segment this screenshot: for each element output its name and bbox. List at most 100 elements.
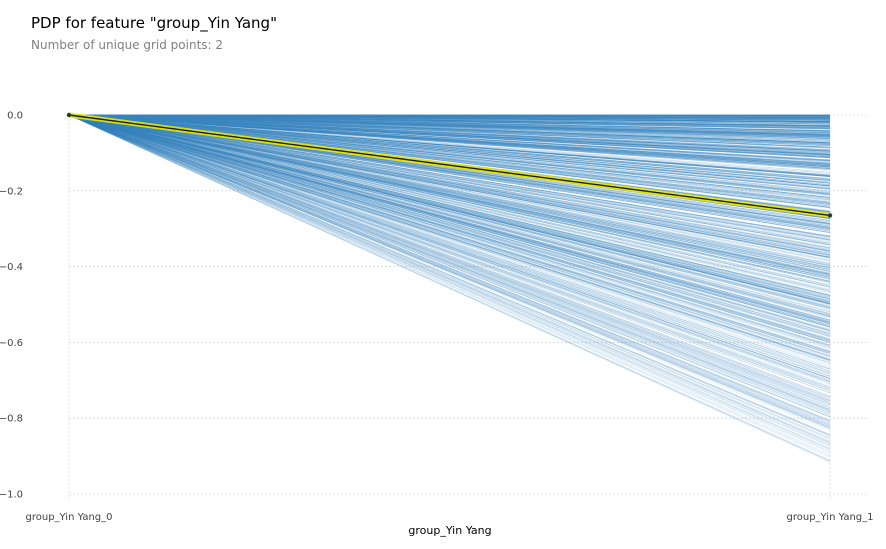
ice-line: [68, 114, 831, 169]
ice-line: [68, 114, 831, 315]
ice-line: [68, 114, 831, 428]
ice-line: [68, 114, 831, 232]
ice-line: [68, 114, 831, 462]
ice-line: [68, 114, 831, 365]
ice-line: [68, 114, 831, 320]
ice-line: [68, 114, 831, 142]
ice-line: [68, 114, 831, 308]
ice-line: [68, 114, 831, 180]
ice-line: [68, 114, 831, 332]
ice-line: [68, 114, 831, 132]
ice-line: [68, 114, 831, 201]
ice-line: [68, 114, 831, 412]
ice-line: [68, 114, 831, 287]
ice-line: [68, 114, 831, 116]
ice-line: [68, 114, 831, 318]
ice-line: [68, 114, 831, 264]
ice-line: [68, 114, 831, 152]
ice-line: [68, 114, 831, 418]
ice-line: [68, 114, 831, 135]
ice-line: [68, 114, 831, 447]
ice-line: [68, 114, 831, 259]
ice-line: [68, 114, 831, 132]
ice-line: [68, 114, 831, 245]
ice-line: [68, 114, 831, 388]
ice-line: [68, 114, 831, 132]
ice-line: [68, 114, 831, 127]
ice-line: [68, 114, 831, 309]
ice-line: [68, 114, 831, 324]
ice-line: [68, 114, 831, 125]
ice-line: [68, 114, 831, 134]
ice-line: [68, 114, 831, 383]
ice-line: [68, 114, 831, 338]
ice-line: [68, 114, 831, 163]
ice-line: [68, 114, 831, 146]
ice-line: [68, 114, 831, 131]
ice-line: [68, 114, 831, 389]
ice-line: [68, 114, 831, 370]
ice-line: [68, 114, 831, 317]
ice-line: [68, 114, 831, 304]
ice-line: [68, 114, 831, 117]
ice-line: [68, 114, 831, 120]
ice-line: [68, 114, 831, 240]
ice-line: [68, 114, 831, 362]
ice-line: [68, 114, 831, 199]
ice-line: [68, 114, 831, 401]
ice-line: [68, 114, 831, 389]
ice-line: [68, 114, 831, 237]
ice-line: [68, 114, 831, 403]
ice-line: [68, 114, 831, 252]
ice-line: [68, 114, 831, 134]
ice-line: [68, 114, 831, 125]
ice-line: [68, 114, 831, 168]
ice-line: [68, 114, 831, 394]
ice-line: [68, 114, 831, 130]
ice-line: [68, 114, 831, 156]
chart-subtitle: Number of unique grid points: 2: [31, 38, 224, 52]
ice-line: [68, 114, 831, 283]
ice-line: [68, 114, 831, 450]
ice-line: [68, 114, 831, 323]
ice-line: [68, 114, 831, 190]
ice-line: [68, 114, 831, 278]
ice-line: [68, 114, 831, 252]
ice-line: [68, 114, 831, 233]
ice-line: [68, 114, 831, 441]
ice-line: [68, 114, 831, 407]
ice-line: [68, 114, 831, 294]
ice-line: [68, 114, 831, 428]
ice-line: [68, 114, 831, 136]
ice-line: [68, 114, 831, 128]
ice-line: [68, 114, 831, 357]
ice-line: [68, 114, 831, 246]
ice-line: [68, 114, 831, 190]
ice-line: [68, 114, 831, 117]
grid-layer: [68, 114, 868, 500]
ice-line: [68, 114, 831, 362]
ice-line: [68, 114, 831, 383]
ice-line: [68, 114, 831, 457]
ice-line: [68, 114, 831, 121]
ice-line: [68, 114, 831, 305]
ice-line: [68, 114, 831, 323]
ice-line: [68, 114, 831, 250]
ice-line: [68, 114, 831, 401]
ice-line: [68, 114, 831, 392]
ice-line: [68, 114, 831, 187]
ice-line: [68, 114, 831, 427]
ice-line: [68, 114, 831, 436]
ice-line: [68, 114, 831, 148]
ice-line: [68, 114, 831, 117]
ice-line: [68, 114, 831, 331]
ice-line: [68, 114, 831, 153]
ice-line: [68, 114, 831, 262]
ice-line: [68, 114, 831, 167]
ice-line: [68, 114, 831, 379]
ice-line: [68, 114, 831, 274]
ice-line: [68, 114, 831, 298]
ice-line: [68, 114, 831, 358]
ice-line: [68, 114, 831, 170]
ice-line: [68, 114, 831, 316]
